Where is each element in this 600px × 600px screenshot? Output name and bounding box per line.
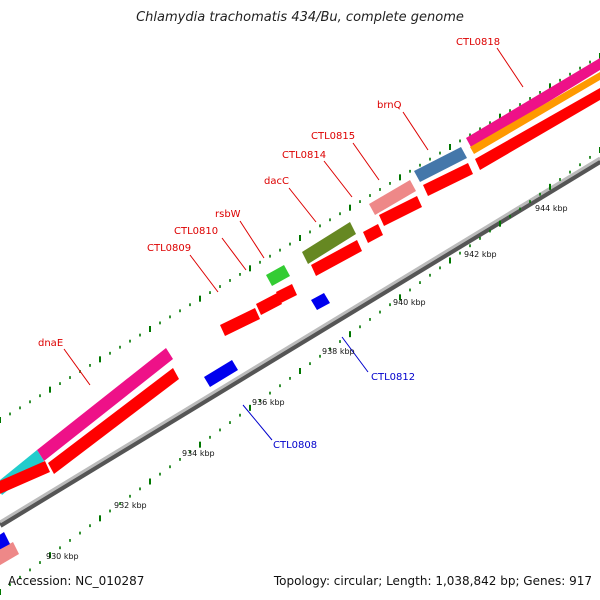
cog-bar-olive [302,222,356,264]
tick-row-lower [0,147,600,595]
gene-reverse-ctl0812 [311,293,330,310]
gene-label-rsbw: rsbW [215,209,241,220]
leader-ctl0818 [496,47,524,88]
gene-label-ctl0814: CTL0814 [282,150,326,161]
leader-ctl0809 [189,254,219,293]
gene-label-dnae: dnaE [38,338,63,349]
kbp-label-938: 938 kbp [322,347,355,356]
leader-rsbw [239,220,265,259]
gene-forward-ctl0818 [475,88,600,170]
leader-dacc [288,187,317,223]
gene-label-ctl0812: CTL0812 [371,372,415,383]
leader-dnae [63,348,91,386]
leader-ctl0808 [242,404,273,441]
leader-ctl0812 [341,336,369,373]
map-title: Chlamydia trachomatis 434/Bu, complete g… [136,10,464,25]
genome-summary-text: Topology: circular; Length: 1,038,842 bp… [273,574,592,588]
kbp-label-940: 940 kbp [393,298,426,307]
cog-bar-steelblue [414,147,467,182]
tick-row-upper [0,53,600,423]
leader-ctl0810 [221,237,247,271]
kbp-label-932: 932 kbp [114,501,147,510]
cog-bar-pink-left [37,348,173,461]
gene-forward-ctl0809 [220,308,260,336]
gene-label-brnq: brnQ [377,100,402,111]
cog-bar-pink-right [466,58,600,149]
gene-label-ctl0818: CTL0818 [456,37,500,48]
leader-brnq [402,111,429,151]
kbp-label-942: 942 kbp [464,250,497,259]
gene-forward-brnq [423,163,473,196]
gene-forward-rsbw [276,284,297,303]
cog-bar-salmon [369,180,416,215]
cog-bar-orange [470,72,600,154]
gene-reverse-ctl0808 [204,360,238,387]
cog-bar-salmon-left [0,542,19,566]
gene-forward-ctl0810 [256,293,282,315]
leader-ctl0815 [352,142,380,181]
gene-forward-ctl0814 [363,224,383,243]
kbp-label-936: 936 kbp [252,398,285,407]
cog-bar-green [266,265,290,286]
accession-text: Accession: NC_010287 [8,574,145,588]
gene-label-ctl0808: CTL0808 [273,440,317,451]
gene-label-ctl0809: CTL0809 [147,243,191,254]
gene-label-ctl0810: CTL0810 [174,226,218,237]
genome-backbone [0,156,600,524]
leader-ctl0814 [323,160,353,198]
kbp-label-934: 934 kbp [182,449,215,458]
kbp-label-944: 944 kbp [535,204,568,213]
kbp-label-930: 930 kbp [46,552,79,561]
gene-forward-dacc [311,240,362,276]
gene-forward-dnae [48,368,179,474]
gene-label-ctl0815: CTL0815 [311,131,355,142]
gene-forward-ctl0815 [379,196,422,226]
gene-forward-left [0,461,50,494]
gene-label-dacc: dacC [264,176,289,187]
gene-reverse-left [0,532,10,550]
